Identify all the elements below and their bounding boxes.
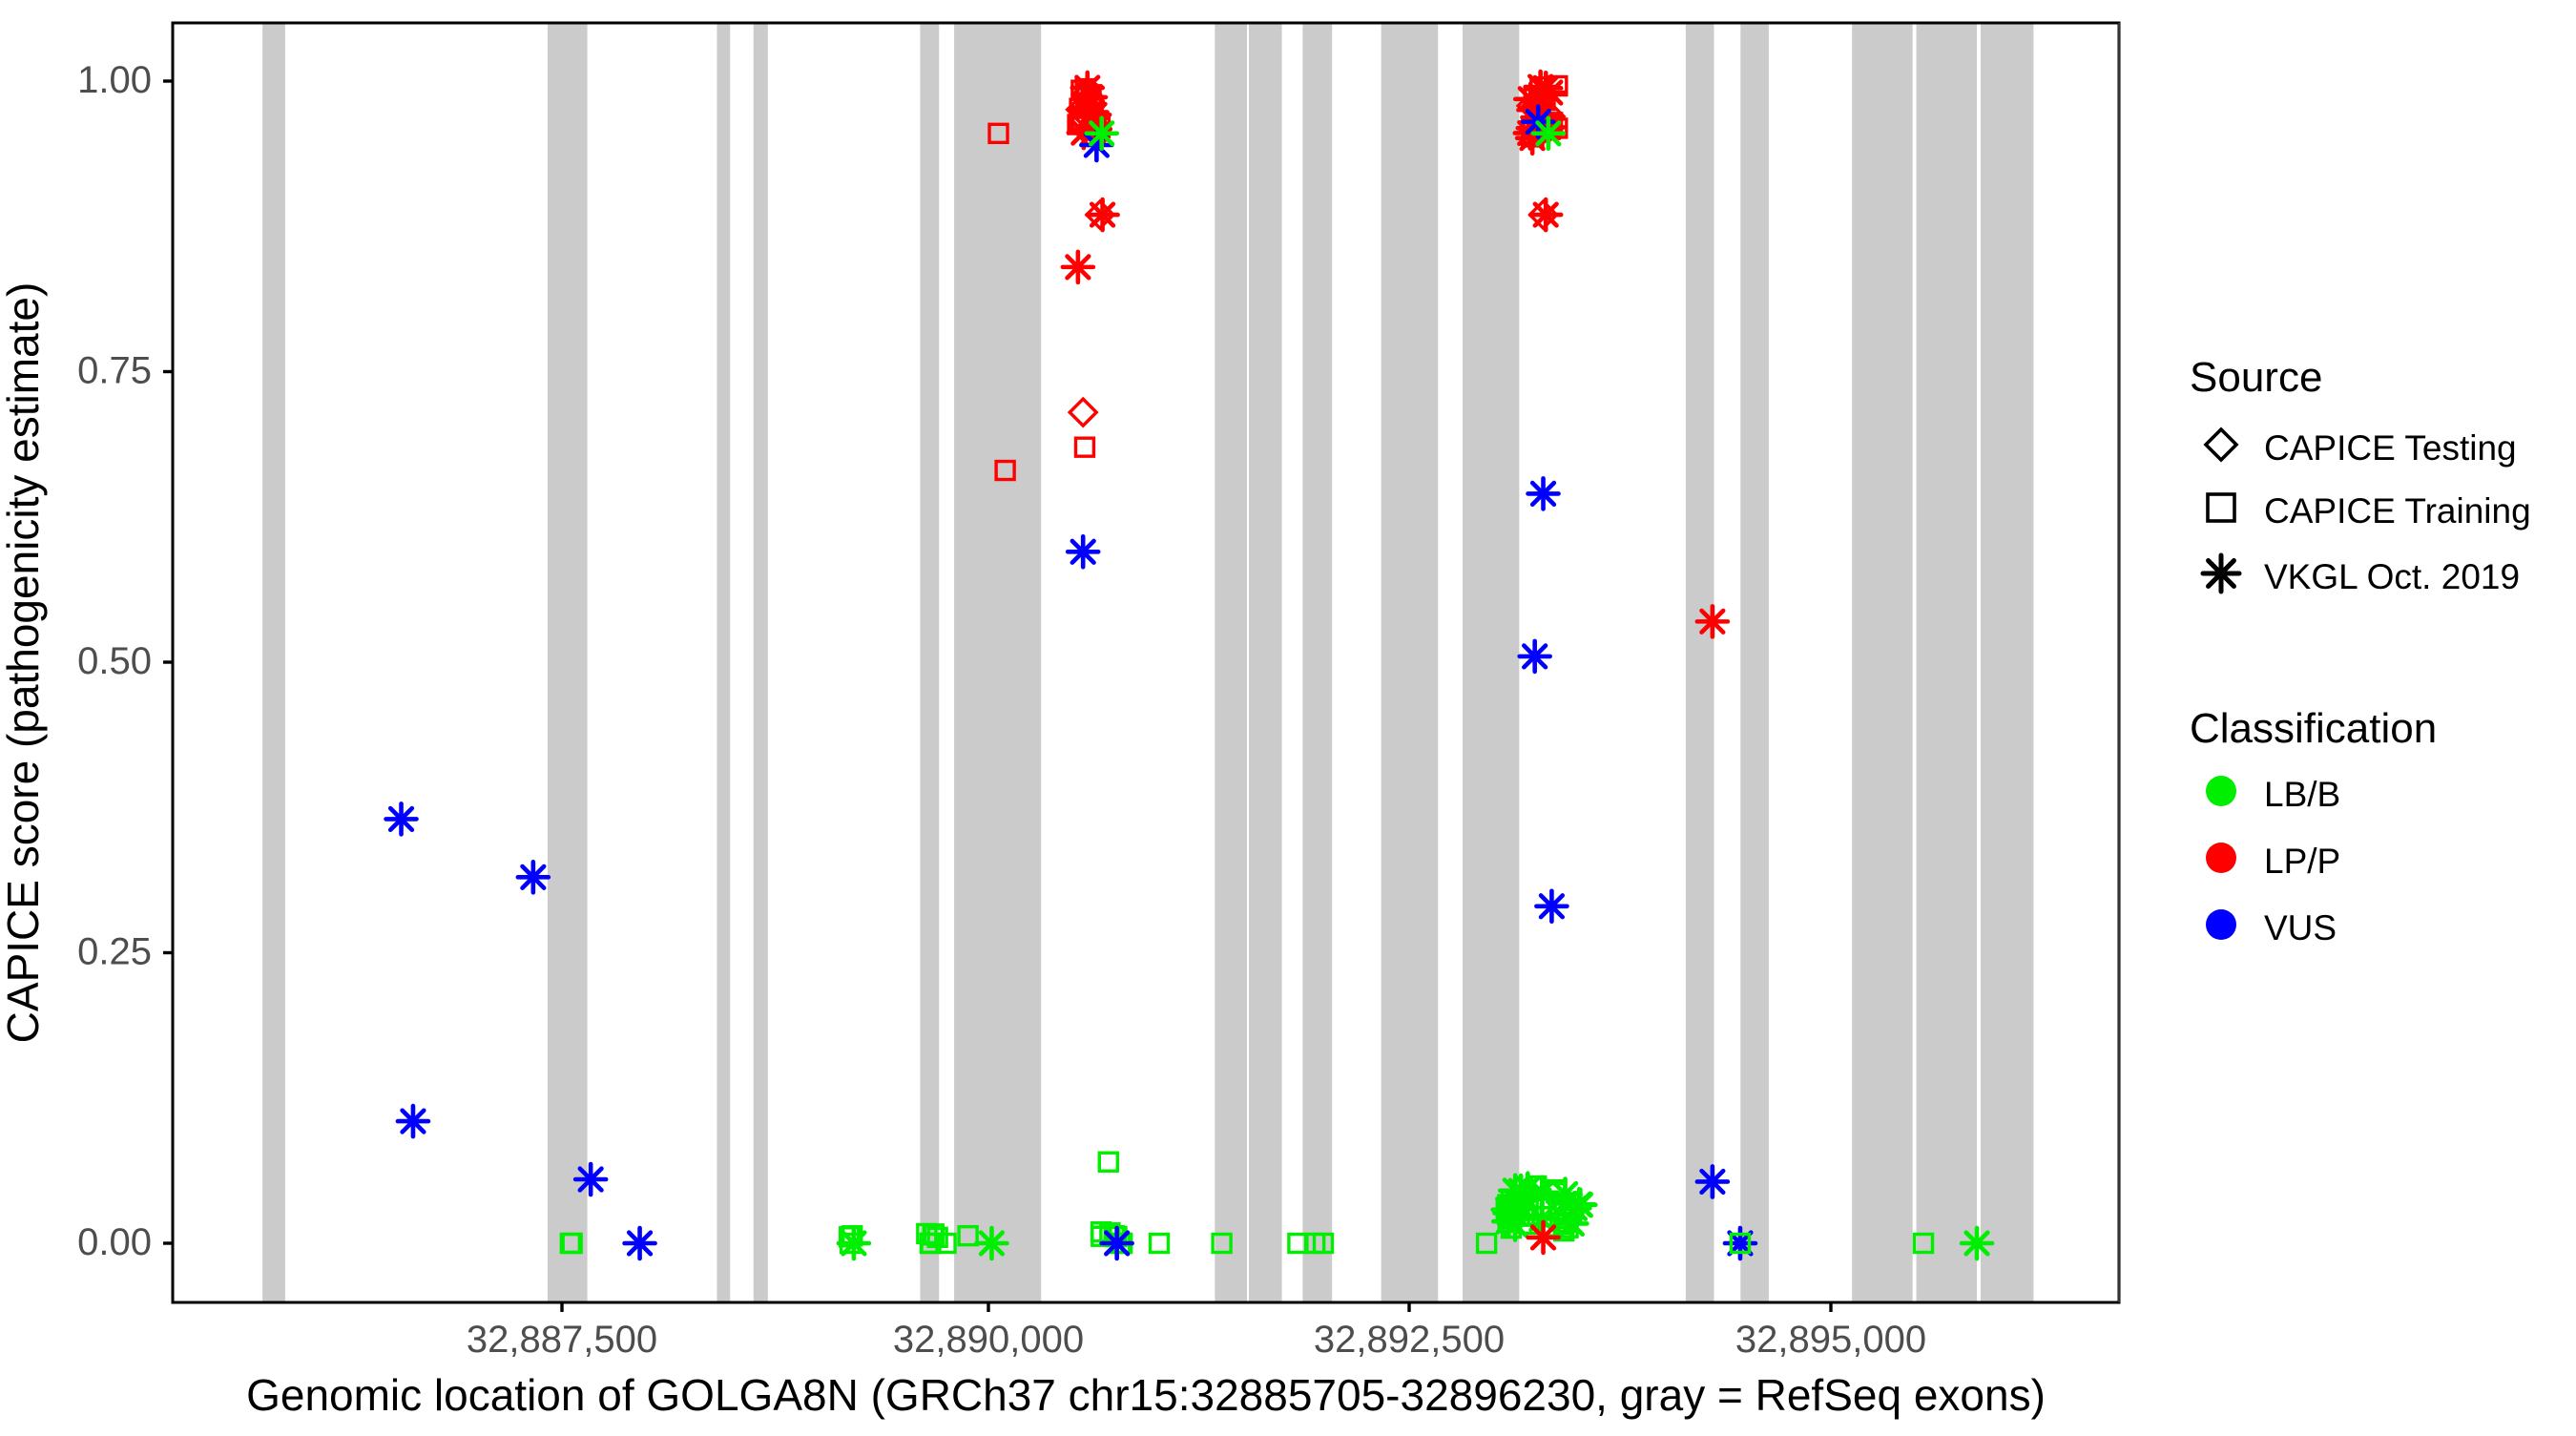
svg-text:VKGL Oct. 2019: VKGL Oct. 2019	[2264, 557, 2520, 596]
svg-text:0.25: 0.25	[77, 931, 152, 973]
svg-text:Genomic location of GOLGA8N (G: Genomic location of GOLGA8N (GRCh37 chr1…	[246, 1370, 2046, 1420]
svg-text:0.50: 0.50	[77, 640, 152, 682]
svg-text:Source: Source	[2190, 354, 2322, 401]
svg-text:1.00: 1.00	[77, 59, 152, 101]
svg-text:CAPICE Testing: CAPICE Testing	[2264, 428, 2517, 468]
svg-text:CAPICE score (pathogenicity es: CAPICE score (pathogenicity estimate)	[0, 282, 48, 1044]
svg-text:LP/P: LP/P	[2264, 842, 2340, 881]
svg-text:32,895,000: 32,895,000	[1735, 1319, 1926, 1361]
svg-text:LB/B: LB/B	[2264, 775, 2340, 814]
svg-text:32,890,000: 32,890,000	[893, 1319, 1084, 1361]
svg-text:CAPICE Training: CAPICE Training	[2264, 491, 2531, 531]
svg-text:32,887,500: 32,887,500	[467, 1319, 657, 1361]
svg-text:Classification: Classification	[2190, 705, 2437, 752]
svg-text:0.00: 0.00	[77, 1221, 152, 1263]
svg-text:32,892,500: 32,892,500	[1314, 1319, 1505, 1361]
svg-text:0.75: 0.75	[77, 350, 152, 392]
svg-text:VUS: VUS	[2264, 908, 2337, 947]
